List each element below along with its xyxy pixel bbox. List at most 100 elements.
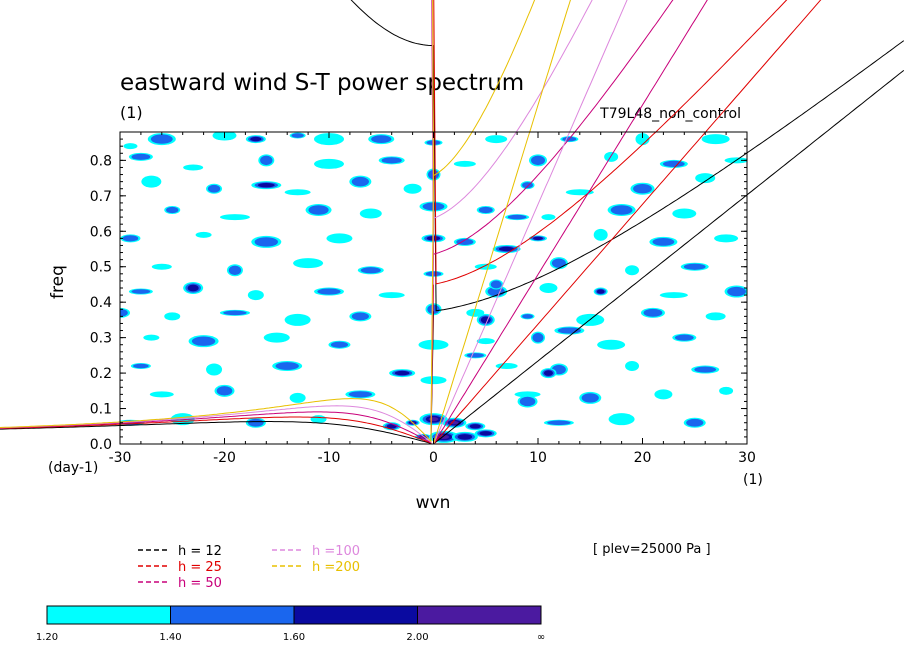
heat-blob [284,313,311,326]
heat-blob [151,263,172,270]
heat-blob [128,152,153,161]
heat-blob [164,312,181,321]
heat-blob [724,285,747,298]
heat-blob [219,309,250,316]
heat-blob [540,368,557,379]
legend-entry: h = 12 [138,544,222,559]
y-tick-label: 0.7 [90,189,112,205]
heat-blob [683,417,706,428]
heat-blob [245,135,266,144]
heat-blob [672,333,697,342]
ig-curve-h25 [433,0,788,285]
heat-blob [183,282,204,294]
heat-blob [272,361,303,371]
heat-blob [714,234,739,243]
heat-blob [141,175,162,188]
chart-title: eastward wind S-T power spectrum [120,70,524,96]
heat-blob [368,134,395,145]
heat-blob [247,290,264,301]
heat-blob [418,339,449,350]
heat-blob [349,175,372,188]
colorbar-label: ∞ [537,632,545,643]
heat-blob [466,308,485,317]
heat-blob [541,214,556,221]
kelvin-curve-h12 [433,70,904,444]
heat-blob [123,143,138,150]
colorbar: 1.20 1.40 1.60 2.00 ∞ [36,605,545,643]
kelvin-curve-h50 [433,0,708,444]
legend-entry: h = 50 [138,576,222,591]
y-tick-label: 0.4 [90,295,112,311]
heat-blob [517,395,538,408]
heat-blob [505,214,530,221]
legend-label: h =100 [312,544,360,559]
x-tick-label: -20 [213,450,236,466]
heat-blob [691,365,720,374]
x-tick-label: 0 [429,450,438,466]
heat-blob [635,133,650,146]
heat-blob [554,326,585,335]
colorbar-segment [46,605,171,625]
heat-blob [464,352,487,359]
heat-blob [489,279,504,290]
heat-blob [465,422,486,431]
x-axis-label: wvn [416,493,451,513]
heat-blob [328,340,351,349]
y-axis-label: freq [48,265,68,299]
heat-blob [476,313,495,326]
colorbar-segment [293,605,418,625]
x-tick-label: 30 [738,450,756,466]
heat-blob [326,233,353,244]
heat-blob [147,133,176,146]
heat-blob [345,390,376,399]
heat-blob [701,134,730,145]
heat-blob [476,338,495,345]
heat-blob [659,292,688,299]
colorbar-label: 1.40 [159,632,181,643]
heat-blob [705,312,726,321]
heat-blob [474,429,497,438]
colorbar-segment [417,605,542,625]
heat-blob [492,245,521,253]
heat-blob [305,204,332,216]
heat-blob [531,331,545,344]
ig-curve-h200 [432,0,536,177]
heat-blob [293,258,324,269]
heat-blob [195,231,212,238]
heat-blob [593,287,608,296]
legend-label: h =200 [312,560,360,575]
heat-blob [597,339,626,350]
y-tick-label: 0.1 [90,402,112,418]
heat-blob [349,311,372,322]
heat-blob [206,363,223,376]
heat-blob [579,391,602,404]
heat-blob [451,431,478,442]
colorbar-label: 1.60 [283,632,305,643]
heat-blob [453,237,476,246]
x-axis: -30 -20 -10 0 10 20 30 [109,132,756,466]
heat-blob [310,415,327,424]
heat-blob [130,363,151,369]
heat-blob [514,391,541,398]
heat-blob [672,208,697,219]
heat-blob [357,266,384,275]
colorbar-label: 2.00 [406,632,428,643]
heat-blob [495,363,518,369]
heat-blob [608,413,635,426]
heat-blob [529,235,547,242]
heat-blob [258,154,275,167]
run-label: T79L48_non_control [599,106,741,122]
heat-blob [251,235,282,248]
heat-blob [695,173,716,184]
heat-blob [219,214,250,221]
y-tick-label: 0.2 [90,366,112,382]
y-tick-label: 0.6 [90,224,112,240]
legend-label: h = 12 [178,544,222,559]
y-units-label: (day-1) [48,460,98,476]
heat-blob [543,419,574,426]
heat-blob [206,183,223,194]
rossby-curve-h100 [0,218,434,444]
heat-blob [539,283,558,293]
y-tick-label: 0.0 [90,437,112,453]
